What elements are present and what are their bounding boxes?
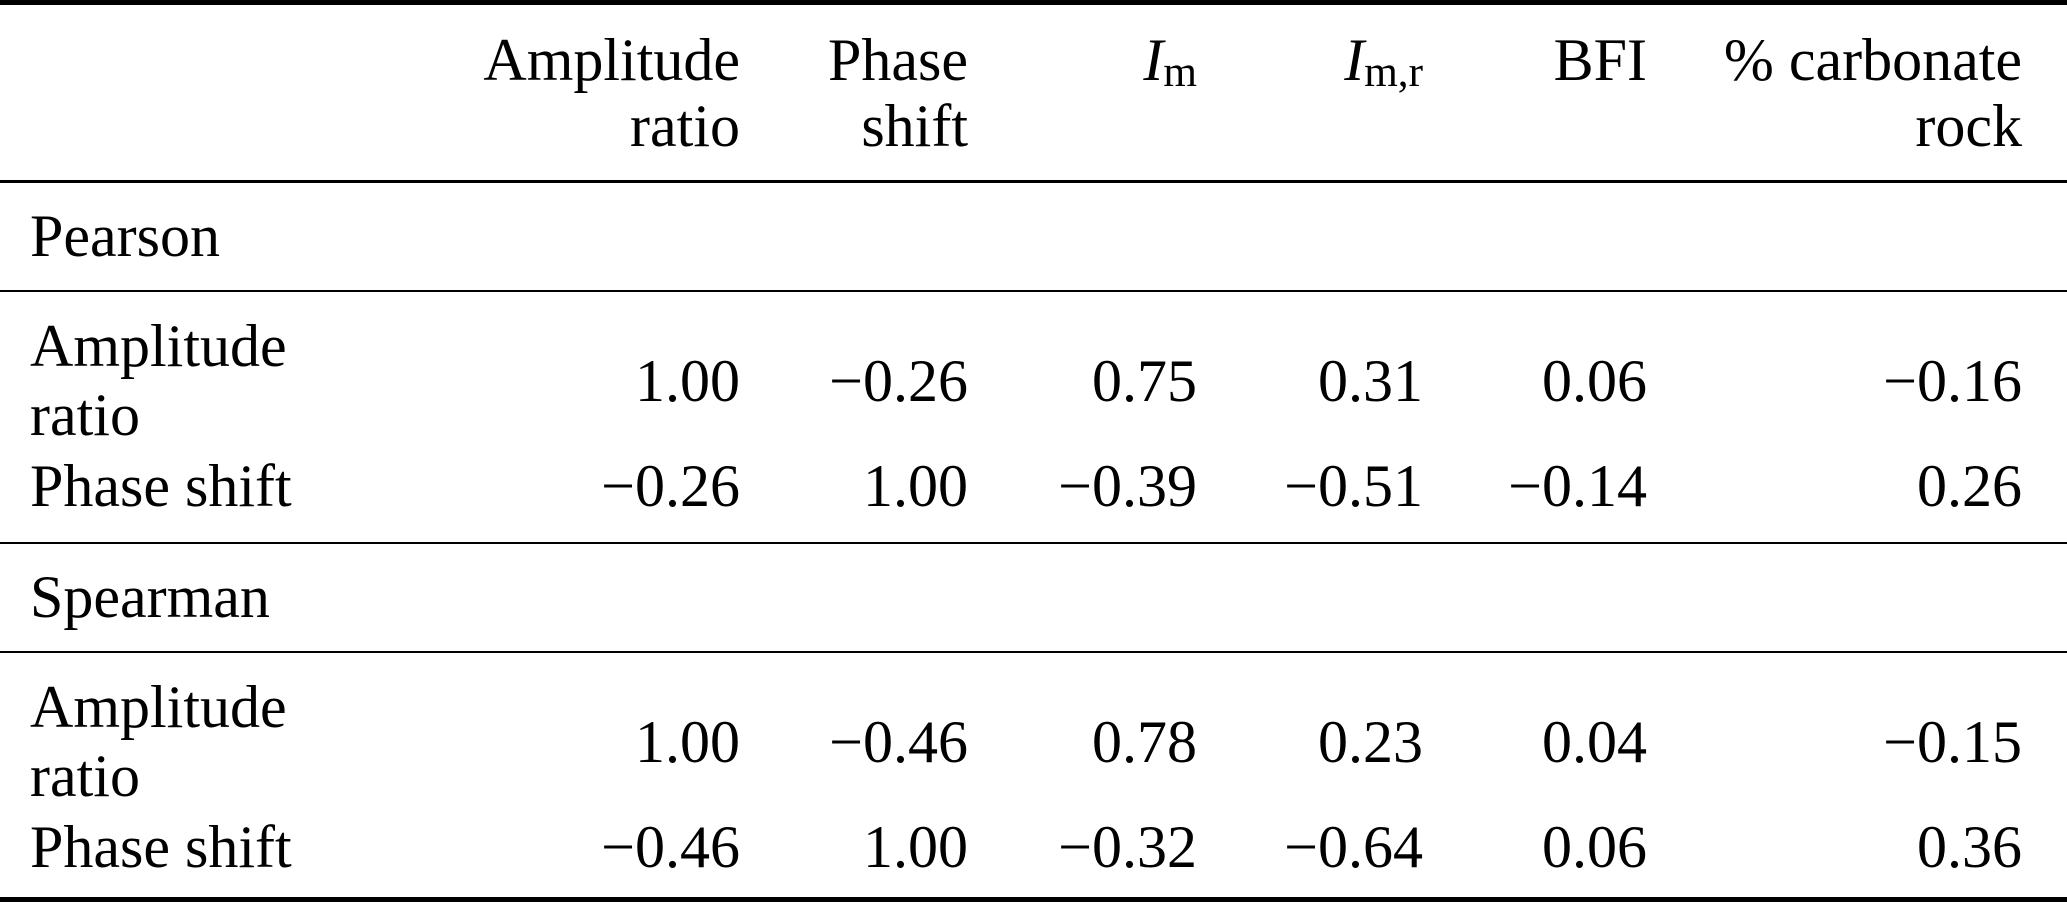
corr-value: −0.26 (410, 450, 740, 544)
row-label: Phase shift (30, 813, 292, 880)
row-label: Amplitude ratio (30, 313, 287, 448)
corr-value: 0.75 (1092, 347, 1197, 414)
row-label: Amplitude ratio (30, 674, 287, 809)
corr-value: 0.06 (1542, 347, 1647, 414)
corr-value: 0.36 (1917, 813, 2022, 880)
corr-value: −0.15 (1883, 708, 2022, 775)
table-row-pearson-amplitude: Amplitude ratio 1.00 −0.26 0.75 0.31 0.0… (0, 291, 2067, 450)
corr-value: 0.26 (1647, 450, 2067, 544)
col-header-imr: Im,r (1197, 2, 1423, 183)
corr-value: −0.39 (968, 450, 1197, 544)
section-header-pearson: Pearson (0, 181, 2067, 292)
section-header-spearman: Spearman (0, 543, 2067, 653)
col-header-bfi: BFI (1423, 2, 1647, 183)
corr-value: −0.16 (1883, 347, 2022, 414)
corr-value: −0.46 (829, 708, 968, 775)
corr-value: 0.31 (1318, 347, 1423, 414)
section-label: Spearman (0, 543, 2067, 653)
corr-value: −0.26 (829, 347, 968, 414)
corr-value: 1.00 (740, 450, 968, 544)
table-row-pearson-phase: Phase shift −0.26 1.00 −0.39 −0.51 −0.14… (0, 450, 2067, 544)
corr-value: −0.51 (1197, 450, 1423, 544)
corr-value: 0.23 (1318, 708, 1423, 775)
im-symbol: I (1143, 27, 1164, 93)
col-header-carbonate-rock: % carbonate rock (1647, 2, 2067, 183)
corr-value: 0.04 (1542, 708, 1647, 775)
corr-value: 0.78 (1092, 708, 1197, 775)
corr-value: −0.14 (1423, 450, 1647, 544)
col-header-im: Im (968, 2, 1197, 183)
table-header-row: Amplitude ratio Phase shift Im Im,r BFI … (0, 2, 2067, 183)
col-header-phase-shift: Phase shift (740, 2, 968, 183)
section-label: Pearson (0, 181, 2067, 292)
corr-value: −0.64 (1284, 813, 1423, 880)
corr-value: 0.06 (1542, 813, 1647, 880)
im-subscript: m (1163, 49, 1197, 97)
imr-symbol: I (1344, 27, 1365, 93)
table-row-spearman-amplitude: Amplitude ratio 1.00 −0.46 0.78 0.23 0.0… (0, 652, 2067, 811)
col-header-amplitude-ratio: Amplitude ratio (410, 2, 740, 183)
corr-value: 1.00 (635, 347, 740, 414)
imr-subscript: m,r (1364, 49, 1423, 97)
corr-value: −0.32 (1058, 813, 1197, 880)
col-header-empty (0, 2, 410, 183)
table-row-spearman-phase: Phase shift −0.46 1.00 −0.32 −0.64 0.06 … (0, 811, 2067, 900)
row-label: Phase shift (0, 450, 410, 544)
corr-value: 1.00 (635, 708, 740, 775)
corr-value: 1.00 (863, 813, 968, 880)
corr-value: −0.46 (601, 813, 740, 880)
